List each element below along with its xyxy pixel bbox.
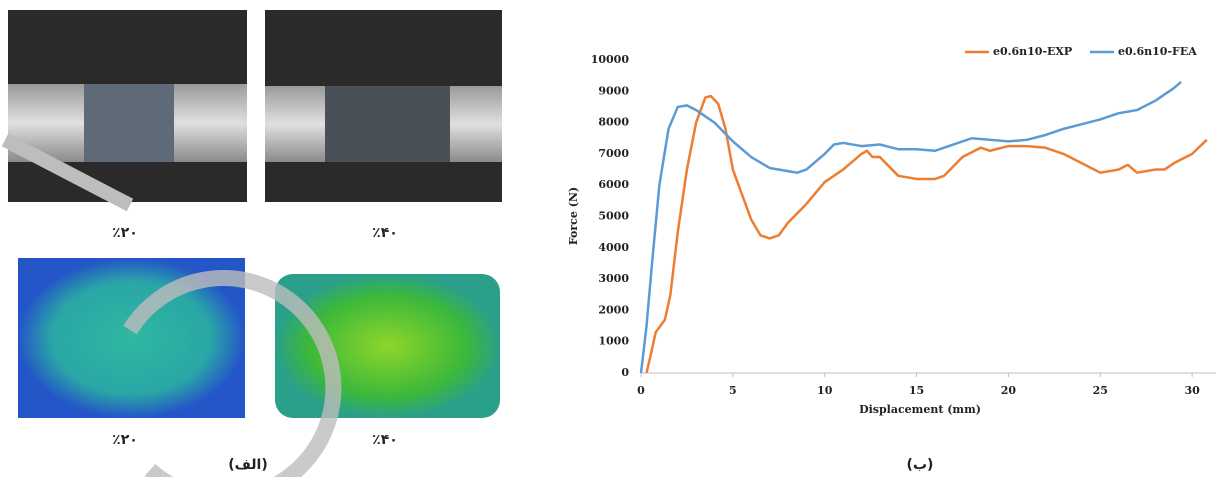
y-tick-label: 0 [621, 366, 629, 379]
x-tick-label: 15 [909, 384, 924, 397]
label: ٪۴۰ [372, 225, 398, 241]
photo-20 [8, 10, 247, 202]
photo-40 [265, 10, 502, 202]
y-tick-label: 9000 [598, 84, 629, 97]
x-tick-label: 25 [1093, 384, 1108, 397]
series-line [645, 94, 1208, 374]
x-tick-label: 20 [1001, 384, 1017, 397]
x-tick-label: 0 [637, 384, 645, 397]
y-tick-label: 8000 [598, 116, 629, 129]
overlay-arc [123, 270, 342, 477]
y-tick-label: 1000 [598, 335, 629, 348]
overlay-stroke [1, 133, 134, 212]
y-tick-label: 10000 [591, 53, 630, 66]
y-tick-label: 3000 [598, 272, 629, 285]
caption: (الف) [228, 457, 268, 473]
y-tick-label: 7000 [598, 147, 629, 160]
y-tick-label: 5000 [598, 210, 629, 223]
fea-40 [275, 274, 500, 418]
x-tick-label: 5 [729, 384, 737, 397]
x-tick-label: 10 [817, 384, 833, 397]
label: ٪۲۰ [112, 225, 138, 241]
series-line [639, 80, 1182, 374]
y-tick-label: 4000 [598, 241, 629, 254]
legend-label: e0.6n10-FEA [1118, 45, 1197, 58]
label: ٪۲۰ [112, 432, 138, 448]
y-tick-label: 6000 [598, 178, 629, 191]
y-axis-label: Force (N) [567, 187, 580, 245]
caption: (ب) [907, 457, 934, 473]
label: ٪۴۰ [372, 432, 398, 448]
x-axis-label: Displacement (mm) [859, 403, 981, 416]
legend-label: e0.6n10-EXP [993, 45, 1072, 58]
x-tick-label: 30 [1184, 384, 1200, 397]
y-tick-label: 2000 [598, 303, 629, 316]
